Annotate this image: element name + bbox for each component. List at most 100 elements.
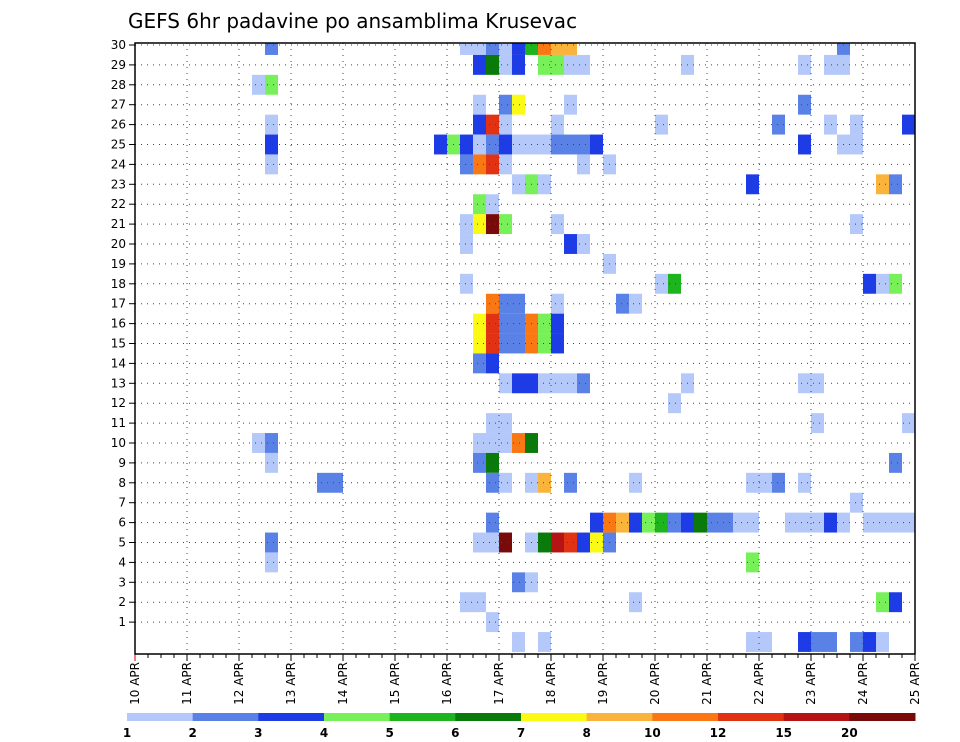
heatmap-cell: [265, 114, 278, 135]
heatmap-cell: [512, 94, 525, 115]
heatmap-cell: [746, 632, 759, 652]
heatmap-cell: [694, 512, 707, 533]
heatmap-cell: [772, 472, 785, 493]
heatmap-cell: [551, 532, 564, 553]
heatmap-cell: [499, 154, 512, 175]
heatmap-cell: [564, 532, 577, 553]
y-tick-label: 30: [111, 38, 126, 52]
heatmap-cell: [473, 353, 486, 374]
heatmap-cell: [499, 134, 512, 155]
heatmap-cell: [512, 43, 525, 55]
heatmap-cell: [538, 333, 551, 354]
heatmap-cell: [525, 43, 538, 55]
heatmap-cell: [538, 313, 551, 334]
heatmap-cell: [265, 154, 278, 175]
colorbar-segment: [586, 713, 653, 721]
heatmap-cell: [564, 134, 577, 155]
heatmap-cell: [772, 114, 785, 135]
heatmap-cell: [265, 532, 278, 553]
chart-title: GEFS 6hr padavine po ansamblima Krusevac: [128, 9, 577, 33]
heatmap-cell: [473, 134, 486, 155]
heatmap-cell: [473, 214, 486, 235]
heatmap-cell: [486, 353, 499, 374]
heatmap-cell: [460, 214, 473, 235]
heatmap-cell: [538, 174, 551, 195]
heatmap-cell: [590, 512, 603, 533]
x-tick-label: 17 APR: [492, 662, 506, 705]
heatmap-cell: [499, 413, 512, 434]
y-tick-label: 1: [118, 615, 126, 629]
heatmap-cell: [265, 552, 278, 573]
heatmap-cell: [499, 43, 512, 55]
heatmap-cell: [486, 612, 499, 633]
y-tick-label: 26: [111, 118, 126, 132]
heatmap-cell: [499, 214, 512, 235]
heatmap-cell: [486, 194, 499, 215]
heatmap-cell: [798, 472, 811, 493]
heatmap-cell: [798, 512, 811, 533]
heatmap-cell: [512, 313, 525, 334]
colorbar-tick-label: 10: [644, 726, 661, 740]
heatmap-cell: [577, 234, 590, 254]
heatmap-cell: [551, 293, 564, 314]
heatmap-cell: [720, 512, 733, 533]
heatmap-cell: [538, 134, 551, 155]
heatmap-cell: [668, 273, 681, 294]
heatmap-cell: [486, 472, 499, 493]
y-tick-label: 11: [111, 416, 126, 430]
x-tick-label: 19 APR: [596, 662, 610, 705]
colorbar-segment: [652, 713, 719, 721]
heatmap-cell: [564, 54, 577, 75]
heatmap-cell: [538, 43, 551, 55]
y-tick-label: 3: [118, 575, 126, 589]
heatmap-cell: [707, 512, 720, 533]
heatmap-cell: [551, 114, 564, 135]
heatmap-cell: [629, 512, 642, 533]
x-tick-label: 16 APR: [440, 662, 454, 705]
heatmap-cell: [512, 572, 525, 593]
heatmap-cell: [265, 433, 278, 453]
heatmap-cell: [616, 512, 629, 533]
heatmap-cell: [486, 134, 499, 155]
y-tick-label: 19: [111, 257, 126, 271]
heatmap-cell: [746, 552, 759, 573]
heatmap-cell: [811, 413, 824, 434]
heatmap-cell: [512, 333, 525, 354]
y-tick-label: 9: [118, 456, 126, 470]
heatmap-cell: [317, 472, 330, 493]
heatmap-cell: [512, 433, 525, 453]
heatmap-cell: [590, 134, 603, 155]
y-tick-label: 2: [118, 595, 126, 609]
heatmap-cell: [486, 413, 499, 434]
heatmap-cell: [499, 373, 512, 394]
heatmap-cell: [811, 373, 824, 394]
x-tick-label: 18 APR: [544, 662, 558, 705]
y-tick-label: 13: [111, 376, 126, 390]
x-tick-label: 20 APR: [648, 662, 662, 705]
heatmap-cell: [460, 134, 473, 155]
heatmap-cell: [785, 512, 798, 533]
heatmap-cell: [889, 174, 902, 195]
heatmap-cell: [265, 43, 278, 55]
heatmap-cell: [668, 512, 681, 533]
heatmap-cell: [902, 413, 915, 434]
heatmap-cell: [473, 43, 486, 55]
heatmap-cell: [512, 134, 525, 155]
heatmap-cell: [499, 433, 512, 453]
colorbar-tick-label: 4: [320, 726, 328, 740]
y-tick-label: 18: [111, 277, 126, 291]
heatmap-cell: [551, 214, 564, 235]
heatmap-cell: [473, 592, 486, 613]
colorbar-segment: [192, 713, 259, 721]
x-tick-label: 12 APR: [232, 662, 246, 705]
x-tick-label: 25 APR: [908, 662, 922, 705]
heatmap-cell: [486, 333, 499, 354]
x-tick-label: 11 APR: [180, 662, 194, 705]
heatmap-cell: [876, 632, 889, 652]
heatmap-cell: [824, 114, 837, 135]
heatmap-cell: [850, 134, 863, 155]
colorbar-segment: [389, 713, 456, 721]
y-tick-label: 22: [111, 197, 126, 211]
heatmap-cell: [499, 472, 512, 493]
y-tick-label: 27: [111, 98, 126, 112]
